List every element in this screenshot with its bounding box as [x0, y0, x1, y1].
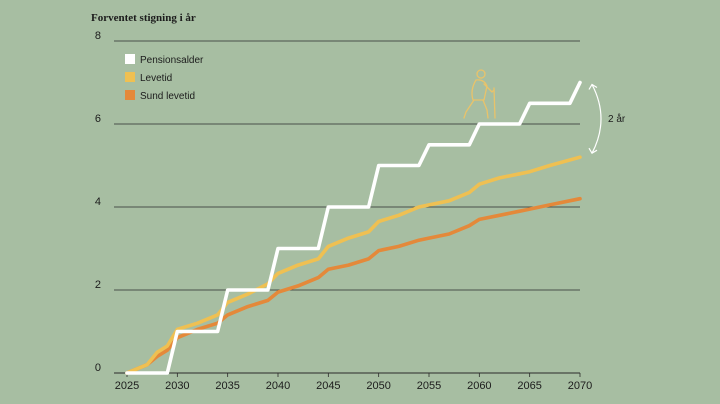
- series-line-sund-levetid: [125, 196, 582, 375]
- x-tick-label: 2065: [517, 380, 541, 392]
- x-tick-label: 2035: [215, 380, 239, 392]
- y-tick-label: 4: [95, 196, 101, 208]
- y-tick-label: 0: [95, 362, 101, 374]
- legend-swatch: [125, 72, 135, 82]
- legend-swatch: [125, 54, 135, 64]
- x-tick-label: 2070: [568, 380, 592, 392]
- annotation-arrowhead-bottom: [588, 147, 598, 155]
- chart-title: Forventet stigning i år: [91, 12, 196, 24]
- annotation-label: 2 år: [608, 113, 626, 125]
- y-tick-label: 2: [95, 279, 101, 291]
- x-tick-label: 2045: [316, 380, 340, 392]
- legend-swatch: [125, 90, 135, 100]
- series-line-pensionsalder: [125, 80, 582, 375]
- legend-label: Sund levetid: [140, 91, 195, 102]
- x-tick-label: 2030: [165, 380, 189, 392]
- legend-label: Levetid: [140, 73, 172, 84]
- annotation-arrow: [591, 84, 602, 154]
- series-line-levetid: [125, 155, 582, 375]
- elderly-person-icon: [463, 69, 496, 119]
- x-tick-label: 2025: [115, 380, 139, 392]
- x-tick-label: 2055: [417, 380, 441, 392]
- x-tick-label: 2040: [266, 380, 290, 392]
- x-tick-label: 2060: [467, 380, 491, 392]
- x-tick-label: 2050: [366, 380, 390, 392]
- y-tick-label: 6: [95, 113, 101, 125]
- y-tick-label: 8: [95, 30, 101, 42]
- legend-label: Pensionsalder: [140, 55, 204, 66]
- annotation-arrowhead-top: [588, 83, 598, 90]
